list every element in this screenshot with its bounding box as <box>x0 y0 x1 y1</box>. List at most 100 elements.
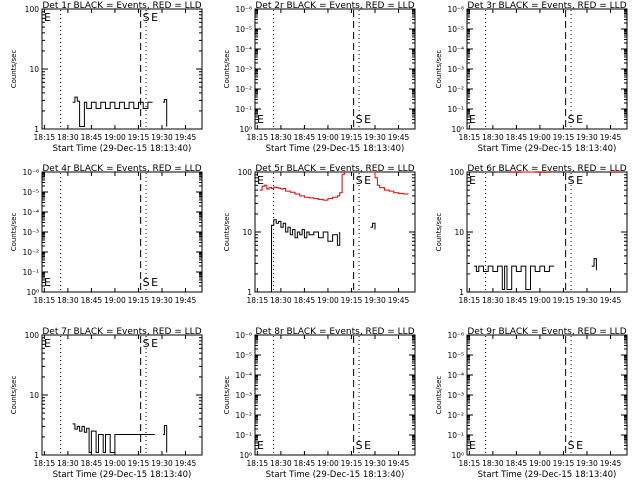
marker-letter-E: E <box>257 174 264 187</box>
x-tick-label: 19:30 <box>576 133 598 142</box>
y-tick-label: 1 <box>34 125 39 134</box>
plot-title-5: Det 5r BLACK = Events, RED = LLD <box>255 164 414 174</box>
y-tick-label: 10⁻⁵ <box>447 25 464 34</box>
x-tick-label: 18:45 <box>81 296 103 305</box>
marker-letter-E: E <box>576 439 583 452</box>
y-tick-label: 10⁻¹ <box>22 268 39 277</box>
y-axis-label-2: Counts/sec <box>223 50 231 89</box>
x-tick-label: 19:45 <box>388 296 410 305</box>
y-tick-label: 10⁰ <box>26 288 39 297</box>
y-tick-label: 10⁻⁵ <box>235 25 252 34</box>
y-tick-label: 10⁻¹ <box>235 431 252 440</box>
x-tick-label: 18:30 <box>270 133 292 142</box>
marker-letter-E: E <box>44 11 51 24</box>
x-tick-label: 18:45 <box>506 296 528 305</box>
x-tick-label: 19:15 <box>553 459 575 468</box>
marker-letter-E: E <box>469 174 476 187</box>
events-series-line <box>592 259 597 271</box>
x-tick-label: 19:00 <box>529 459 551 468</box>
y-axis-label-6: Counts/sec <box>435 213 443 252</box>
y-tick-label: 10⁻³ <box>447 65 464 74</box>
x-tick-label: 18:30 <box>482 296 504 305</box>
x-tick-label: 19:45 <box>388 133 410 142</box>
y-tick-label: 10⁻⁶ <box>22 168 39 177</box>
y-tick-label: 10⁻⁴ <box>447 45 464 54</box>
y-tick-label: 10 <box>454 228 464 237</box>
marker-letter-S: S <box>143 276 150 289</box>
events-series-line <box>163 100 167 127</box>
marker-letter-E: E <box>44 337 51 350</box>
x-tick-label: 19:45 <box>175 459 197 468</box>
y-tick-label: 10⁰ <box>239 451 252 460</box>
y-tick-label: 10⁻⁶ <box>235 5 252 14</box>
y-tick-label: 10⁰ <box>451 451 464 460</box>
marker-letter-E: E <box>257 113 264 126</box>
marker-letter-S: S <box>356 439 363 452</box>
marker-letter-S: S <box>568 113 575 126</box>
marker-letter-E: E <box>364 174 371 187</box>
marker-letter-S: S <box>568 174 575 187</box>
marker-letter-S: S <box>356 113 363 126</box>
x-tick-label: 18:45 <box>294 133 316 142</box>
x-tick-label: 18:15 <box>459 133 481 142</box>
x-tick-label: 18:30 <box>270 459 292 468</box>
y-tick-label: 10 <box>29 65 39 74</box>
y-tick-label: 10⁻³ <box>447 391 464 400</box>
x-tick-label: 18:15 <box>247 459 269 468</box>
marker-letter-E: E <box>576 113 583 126</box>
plot-title-7: Det 7r BLACK = Events, RED = LLD <box>42 327 201 337</box>
x-tick-label: 18:45 <box>294 296 316 305</box>
x-tick-label: 18:45 <box>506 133 528 142</box>
y-tick-label: 10⁻⁴ <box>22 208 39 217</box>
events-series-line <box>474 266 554 289</box>
x-axis-label-8: Start Time (29-Dec-15 18:13:40) <box>266 470 405 480</box>
y-tick-label: 1 <box>247 288 252 297</box>
x-tick-label: 18:30 <box>57 133 79 142</box>
y-axis-label-4: Counts/sec <box>10 213 18 252</box>
y-tick-label: 10⁻⁶ <box>235 331 252 340</box>
x-tick-label: 18:15 <box>34 459 56 468</box>
x-tick-label: 19:30 <box>151 296 173 305</box>
plot-title-1: Det 1r BLACK = Events, RED = LLD <box>42 1 201 11</box>
y-axis-label-8: Counts/sec <box>223 376 231 415</box>
x-tick-label: 18:30 <box>57 296 79 305</box>
x-tick-label: 19:00 <box>529 133 551 142</box>
x-tick-label: 18:30 <box>482 133 504 142</box>
y-tick-label: 10⁻² <box>447 411 464 420</box>
plot-frame-7 <box>42 335 202 455</box>
x-tick-label: 19:00 <box>317 459 339 468</box>
x-tick-label: 19:15 <box>553 133 575 142</box>
marker-letter-S: S <box>143 337 150 350</box>
y-tick-label: 10⁻⁶ <box>447 5 464 14</box>
x-axis-label-1: Start Time (29-Dec-15 18:13:40) <box>53 144 192 154</box>
y-tick-label: 10⁰ <box>451 125 464 134</box>
y-tick-label: 10⁻³ <box>22 228 39 237</box>
y-tick-label: 10⁻² <box>22 248 39 257</box>
x-tick-label: 18:30 <box>482 459 504 468</box>
lld-series-line <box>260 172 345 200</box>
marker-letter-E: E <box>151 337 158 350</box>
x-tick-label: 19:30 <box>364 133 386 142</box>
y-tick-label: 10⁻⁵ <box>447 351 464 360</box>
y-axis-label-1: Counts/sec <box>10 50 18 89</box>
marker-letter-E: E <box>576 174 583 187</box>
x-tick-label: 19:45 <box>600 133 622 142</box>
x-tick-label: 19:00 <box>317 296 339 305</box>
x-tick-label: 19:30 <box>576 459 598 468</box>
y-tick-label: 10⁻² <box>447 85 464 94</box>
x-axis-label-3: Start Time (29-Dec-15 18:13:40) <box>478 144 617 154</box>
marker-letter-S: S <box>356 174 363 187</box>
x-tick-label: 19:00 <box>104 133 126 142</box>
plot-frame-3 <box>467 9 627 129</box>
y-tick-label: 10⁻¹ <box>447 105 464 114</box>
events-series-line <box>73 424 155 453</box>
y-tick-label: 10⁻² <box>235 411 252 420</box>
x-tick-label: 19:30 <box>364 296 386 305</box>
plot-title-4: Det 4r BLACK = Events, RED = LLD <box>42 164 201 174</box>
y-tick-label: 10⁻⁶ <box>447 331 464 340</box>
x-tick-label: 18:15 <box>34 296 56 305</box>
x-tick-label: 19:15 <box>553 296 575 305</box>
y-tick-label: 10⁻⁵ <box>22 188 39 197</box>
